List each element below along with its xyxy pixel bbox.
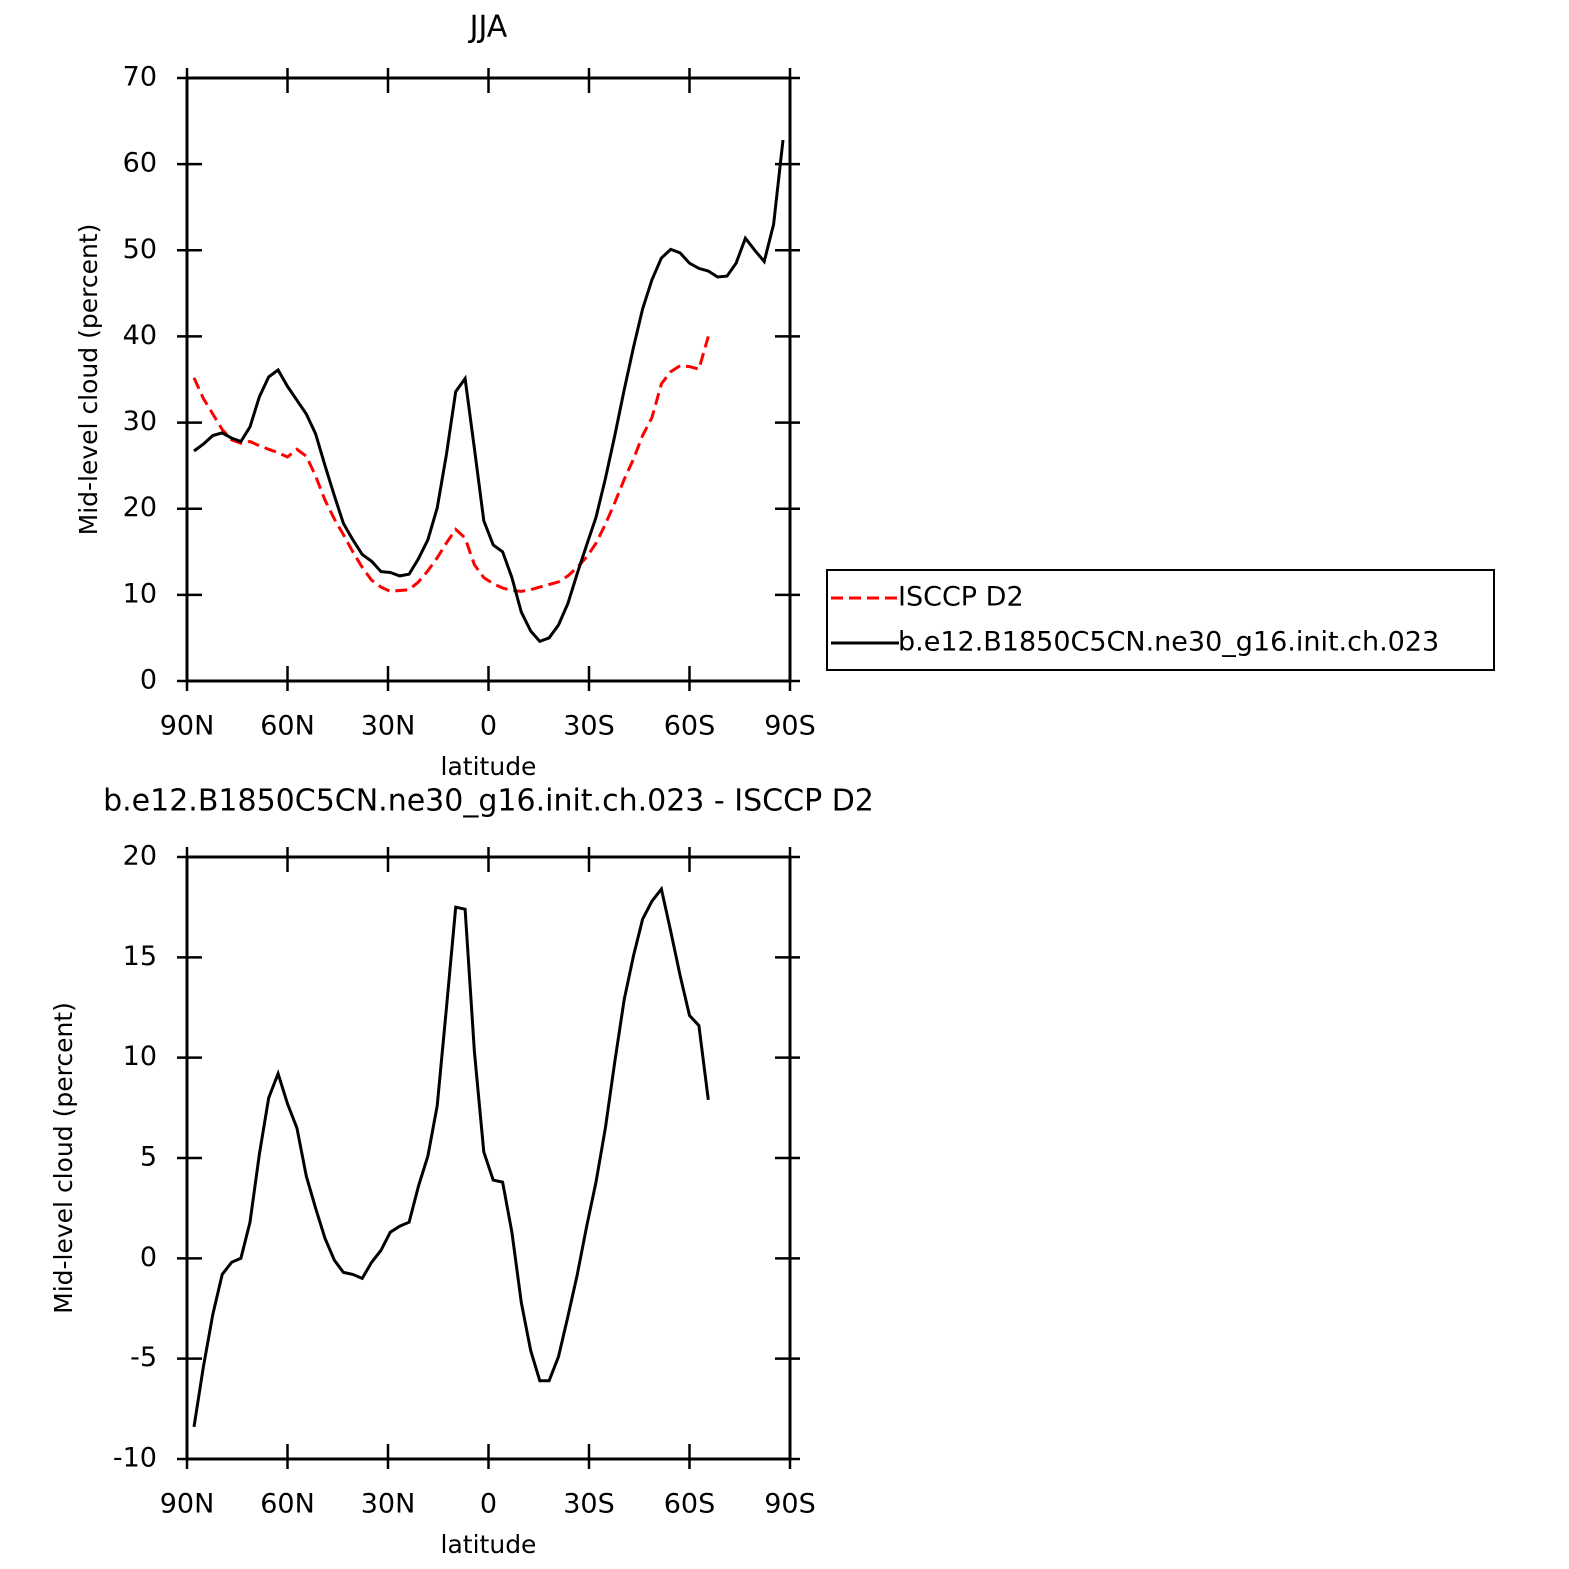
x-tick-label: 30N: [361, 711, 416, 742]
x-tick-label: 0: [480, 711, 497, 742]
plot-frame: [185, 76, 792, 683]
y-tick-label: 5: [140, 1142, 157, 1173]
y-tick-label: 0: [140, 665, 157, 696]
y-tick-label: 60: [123, 148, 157, 179]
x-tick-label: 60S: [664, 711, 716, 742]
x-axis-label: latitude: [441, 1530, 537, 1559]
legend-box: [826, 569, 1495, 671]
y-tick-label: 30: [123, 406, 157, 437]
y-tick-label: 40: [123, 320, 157, 351]
legend-label: ISCCP D2: [898, 582, 1024, 613]
plot-frame: [185, 855, 792, 1461]
y-tick-label: 50: [123, 234, 157, 265]
x-tick-label: 90S: [764, 711, 816, 742]
data-line: [192, 335, 710, 593]
y-tick-label: 70: [123, 62, 157, 93]
x-tick-label: 0: [480, 1489, 497, 1520]
y-axis-label: Mid-level cloud (percent): [74, 224, 103, 536]
y-axis-label: Mid-level cloud (percent): [49, 1002, 78, 1314]
x-tick-label: 30S: [563, 1489, 615, 1520]
x-tick-label: 90S: [764, 1489, 816, 1520]
y-tick-label: 20: [123, 841, 157, 872]
data-line: [192, 885, 710, 1428]
data-line: [193, 139, 785, 644]
y-tick-label: 15: [123, 941, 157, 972]
y-tick-label: -5: [130, 1342, 157, 1373]
y-tick-label: 0: [140, 1242, 157, 1273]
y-tick-label: 10: [123, 578, 157, 609]
x-tick-label: 60S: [664, 1489, 716, 1520]
x-tick-label: 30S: [563, 711, 615, 742]
x-axis-label: latitude: [441, 752, 537, 781]
y-tick-label: 10: [123, 1041, 157, 1072]
x-tick-label: 60N: [260, 1489, 315, 1520]
x-tick-label: 60N: [260, 711, 315, 742]
chart-title: JJA: [468, 10, 508, 45]
legend-label: b.e12.B1850C5CN.ne30_g16.init.ch.023: [898, 627, 1439, 658]
y-tick-label: 20: [123, 492, 157, 523]
x-tick-label: 90N: [160, 711, 215, 742]
y-tick-label: -10: [113, 1443, 157, 1474]
x-tick-label: 90N: [160, 1489, 215, 1520]
chart-title: b.e12.B1850C5CN.ne30_g16.init.ch.023 - I…: [103, 784, 874, 819]
x-tick-label: 30N: [361, 1489, 416, 1520]
